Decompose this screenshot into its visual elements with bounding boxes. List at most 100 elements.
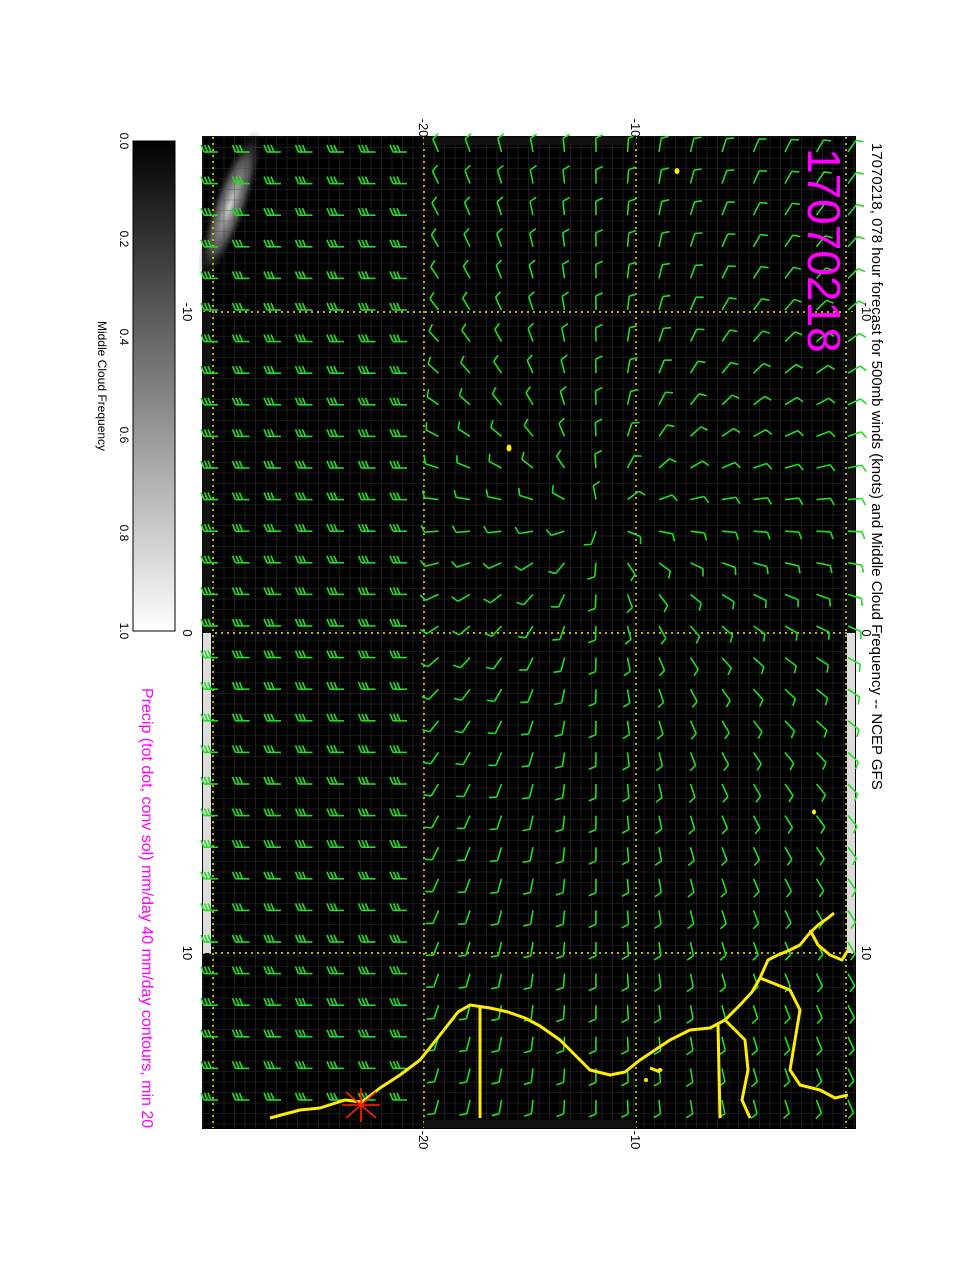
wind-barb — [555, 878, 566, 896]
wind-barb — [263, 492, 281, 501]
wind-barb — [752, 720, 763, 739]
wind-barb — [519, 657, 534, 671]
wind-barb — [654, 878, 663, 898]
wind-barb — [847, 625, 862, 640]
wind-barb — [452, 625, 471, 636]
wind-barb — [263, 460, 281, 469]
wind-barb — [658, 458, 677, 469]
colorbar-tick-label: 0.2 — [117, 231, 131, 248]
wind-barb — [357, 618, 376, 627]
wind-barb — [784, 363, 804, 374]
wind-barb — [231, 460, 250, 469]
wind-barb — [721, 137, 735, 153]
wind-barb — [294, 839, 313, 849]
wind-barb — [815, 783, 827, 802]
wind-barb — [231, 903, 250, 912]
wind-barb — [389, 681, 407, 691]
wind-barb — [847, 941, 856, 961]
wind-barb — [357, 839, 376, 849]
wind-barb — [752, 815, 761, 835]
wind-barb — [555, 941, 566, 960]
wind-barb — [847, 171, 864, 185]
band — [847, 312, 855, 633]
wind-barb — [847, 1004, 856, 1025]
wind-barb — [847, 815, 858, 834]
left-tick-label: -10 — [180, 303, 195, 322]
wind-barb — [689, 328, 705, 342]
wind-barb — [752, 330, 771, 343]
wind-barb — [587, 594, 597, 612]
wind-barb — [457, 846, 471, 862]
wind-barb — [658, 494, 678, 502]
wind-barb — [200, 650, 218, 659]
wind-barb — [752, 233, 769, 248]
wind-barb — [389, 397, 407, 406]
wind-barb — [263, 934, 281, 943]
wind-barb — [326, 587, 344, 596]
wind-barb — [554, 720, 566, 738]
wind-barb — [294, 429, 313, 438]
wind-barb — [294, 650, 313, 659]
wind-barb — [294, 365, 313, 375]
wind-barb — [527, 291, 536, 311]
top-tick-label: -10 — [628, 119, 643, 138]
wind-barb — [588, 910, 597, 929]
wind-barb — [200, 144, 218, 153]
coastline-segment — [808, 929, 850, 962]
wind-barb — [389, 207, 407, 216]
wind-barb — [847, 656, 862, 673]
wind-barb — [200, 555, 218, 564]
wind-barb — [847, 235, 865, 248]
wind-barb — [686, 941, 695, 961]
wind-barb — [488, 752, 503, 767]
wind-barb — [231, 239, 250, 248]
wind-barb — [847, 688, 861, 705]
wind-barb — [658, 424, 675, 437]
wind-barb — [389, 1061, 407, 1070]
bottom-tick-label: -20 — [416, 1131, 431, 1150]
wind-barb — [784, 396, 804, 406]
wind-barb — [326, 1061, 344, 1070]
wind-barb — [588, 689, 597, 707]
wind-barb — [458, 973, 471, 989]
wind-barb — [294, 271, 313, 280]
wind-barb — [523, 1068, 534, 1086]
wind-barb — [459, 1068, 471, 1085]
wind-barb — [357, 460, 376, 469]
wind-barb — [420, 525, 439, 533]
wind-barb — [389, 808, 407, 817]
wind-barb — [231, 429, 250, 438]
wind-barb — [489, 846, 503, 863]
wind-barb — [389, 871, 407, 880]
wind-barb — [784, 688, 797, 707]
wind-barb — [389, 745, 407, 754]
wind-barb — [522, 847, 534, 864]
wind-barb — [626, 356, 638, 374]
wind-barb — [263, 871, 281, 880]
wind-barb — [426, 389, 439, 406]
wind-barb — [784, 331, 803, 343]
wind-barb — [263, 713, 281, 722]
wind-barb — [200, 587, 218, 596]
wind-barb — [653, 973, 662, 993]
wind-barb — [551, 484, 565, 501]
wind-barb — [263, 1092, 281, 1101]
wind-barb — [816, 497, 835, 506]
wind-barb — [483, 525, 502, 534]
wind-barb — [588, 625, 597, 644]
wind-barb — [494, 322, 503, 342]
band — [203, 312, 211, 633]
colorbar-tick-label: 0.6 — [117, 427, 131, 444]
wind-barb — [784, 625, 798, 641]
wind-barb — [357, 1061, 376, 1070]
wind-barb — [357, 808, 376, 817]
wind-barb — [528, 259, 536, 279]
wind-barb — [690, 495, 710, 504]
island — [674, 168, 680, 174]
colorbar-gradient — [132, 140, 176, 632]
wind-barb — [527, 322, 535, 342]
wind-barb — [816, 364, 835, 374]
border-line — [716, 1024, 722, 1119]
wind-barb — [562, 133, 571, 153]
wind-barb — [294, 776, 313, 785]
